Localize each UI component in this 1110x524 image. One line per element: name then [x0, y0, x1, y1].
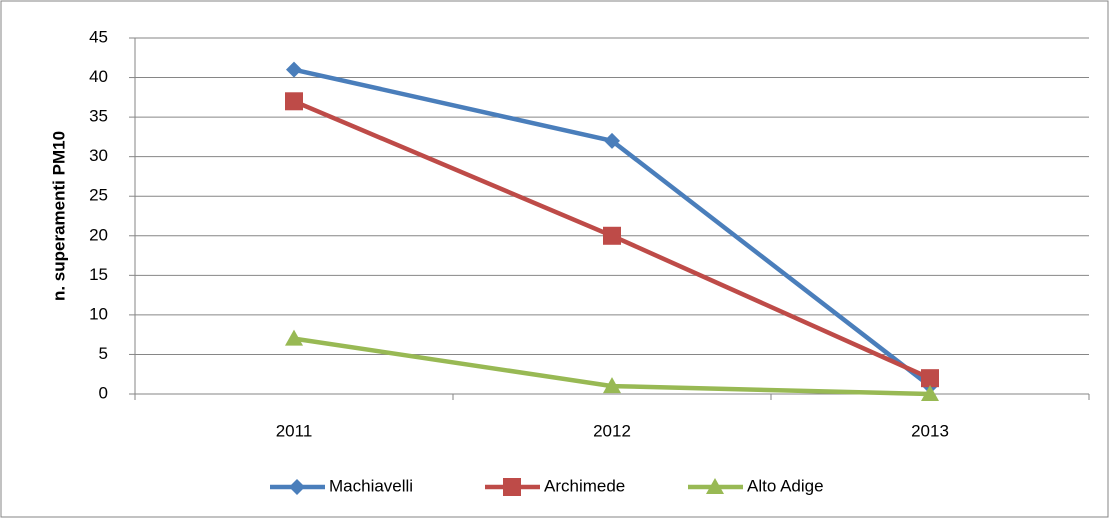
marker — [921, 369, 939, 388]
y-tick-label: 40 — [89, 67, 108, 86]
x-tick-label: 2012 — [593, 421, 631, 440]
marker — [286, 61, 302, 78]
y-tick-label: 15 — [89, 265, 108, 284]
legend-label: Alto Adige — [747, 476, 824, 495]
y-tick-label: 30 — [89, 146, 108, 165]
y-tick-label: 35 — [89, 107, 108, 126]
marker — [285, 92, 303, 111]
legend-marker — [503, 478, 521, 496]
legend-label: Archimede — [544, 476, 625, 495]
marker — [921, 385, 939, 401]
legend-label: Machiavelli — [329, 476, 413, 495]
y-tick-label: 25 — [89, 186, 108, 205]
y-tick-label: 0 — [99, 383, 108, 402]
legend-marker — [289, 479, 305, 495]
x-tick-label: 2013 — [911, 421, 949, 440]
y-axis-title: n. superamenti PM10 — [49, 131, 68, 301]
marker — [285, 329, 303, 346]
y-tick-label: 45 — [89, 27, 108, 46]
marker — [604, 132, 620, 149]
y-tick-label: 20 — [89, 225, 108, 244]
marker — [603, 377, 621, 394]
legend-marker — [706, 478, 724, 494]
x-tick-label: 2011 — [276, 421, 313, 440]
y-tick-label: 5 — [99, 344, 108, 363]
y-tick-label: 10 — [89, 304, 108, 323]
marker — [603, 226, 621, 245]
